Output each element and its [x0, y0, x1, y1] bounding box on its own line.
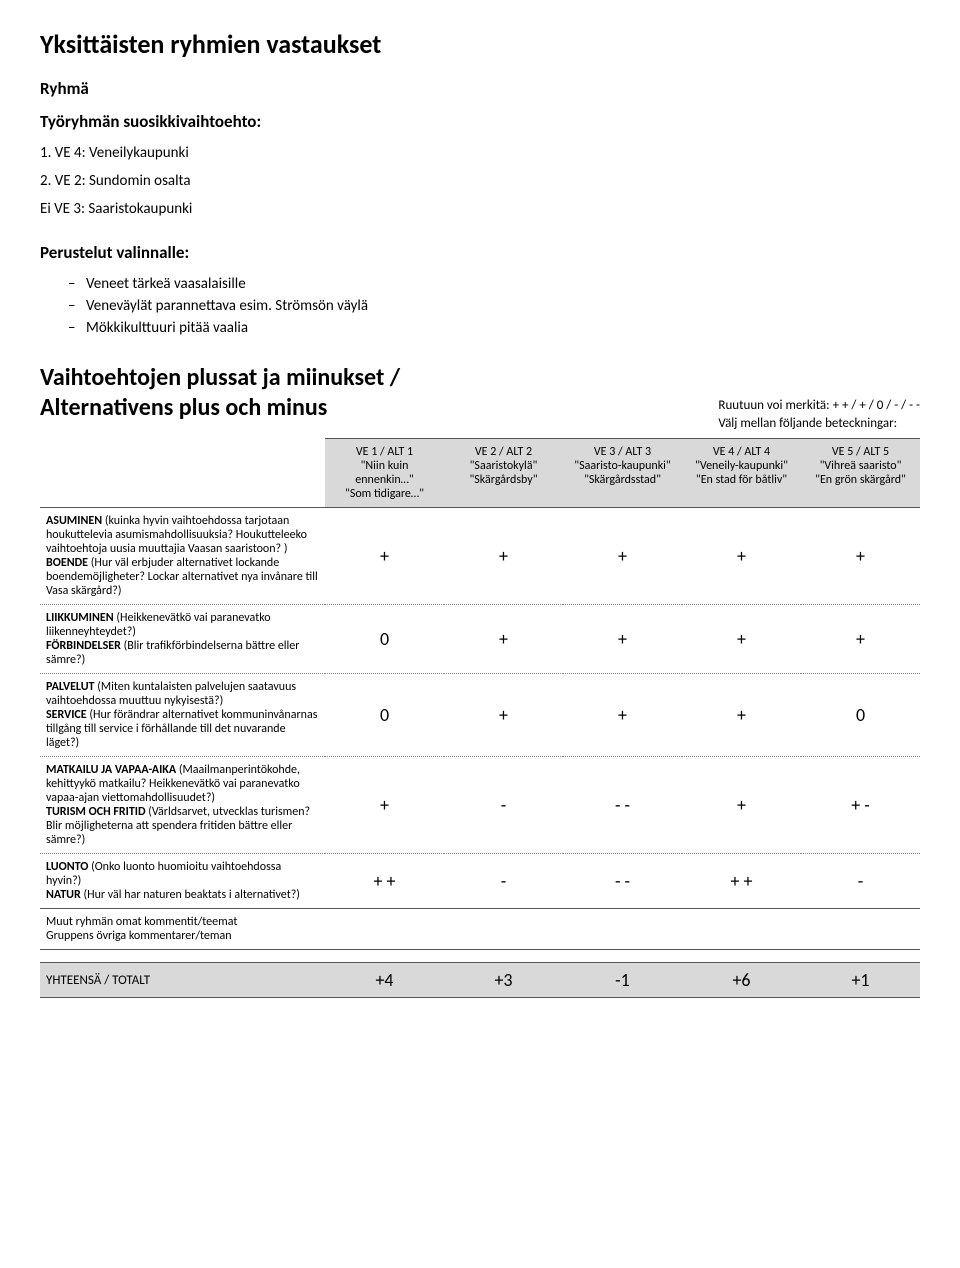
- comments-cell: [325, 909, 444, 950]
- table-row: PALVELUT (Miten kuntalaisten palvelujen …: [40, 674, 920, 757]
- row-value: -: [444, 854, 563, 909]
- comments-cell: [444, 909, 563, 950]
- row-value: +: [444, 508, 563, 605]
- row-value: - -: [563, 854, 682, 909]
- comments-label: Muut ryhmän omat kommentit/teematGruppen…: [40, 909, 325, 950]
- table-header-row: VE 1 / ALT 1 "Niin kuin ennenkin…" "Som …: [40, 439, 920, 508]
- table-row: ASUMINEN (kuinka hyvin vaihtoehdossa tar…: [40, 508, 920, 605]
- comments-row: Muut ryhmän omat kommentit/teematGruppen…: [40, 909, 920, 950]
- option-2: 2. VE 2: Sundomin osalta: [40, 172, 920, 190]
- table-header: VE 2 / ALT 2 "Saaristokylä" "Skärgårdsby…: [444, 439, 563, 508]
- row-value: +: [682, 674, 801, 757]
- table-header: VE 5 / ALT 5 "Vihreä saaristo" "En grön …: [801, 439, 920, 508]
- row-label: PALVELUT (Miten kuntalaisten palvelujen …: [40, 674, 325, 757]
- reason-item: Mökkikulttuuri pitää vaalia: [68, 317, 920, 339]
- row-value: 0: [325, 674, 444, 757]
- row-value: + -: [801, 757, 920, 854]
- totals-value: +4: [325, 963, 444, 998]
- row-value: -: [801, 854, 920, 909]
- table-header: VE 4 / ALT 4 "Veneily-kaupunki" "En stad…: [682, 439, 801, 508]
- row-value: +: [801, 605, 920, 674]
- row-value: -: [444, 757, 563, 854]
- row-label: LUONTO (Onko luonto huomioitu vaihtoehdo…: [40, 854, 325, 909]
- comments-cell: [682, 909, 801, 950]
- comments-cell: [801, 909, 920, 950]
- totals-value: +3: [444, 963, 563, 998]
- reason-heading: Perustelut valinnalle:: [40, 242, 920, 263]
- row-value: + +: [325, 854, 444, 909]
- fav-heading: Työryhmän suosikkivaihtoehto:: [40, 111, 920, 132]
- totals-value: +6: [682, 963, 801, 998]
- reason-list: Veneet tärkeä vaasalaisille Veneväylät p…: [40, 273, 920, 339]
- non-option: Ei VE 3: Saaristokaupunki: [40, 200, 920, 218]
- row-value: - -: [563, 757, 682, 854]
- row-value: 0: [801, 674, 920, 757]
- row-value: +: [563, 605, 682, 674]
- row-value: +: [801, 508, 920, 605]
- matrix-title: Vaihtoehtojen plussat ja miinukset / Alt…: [40, 363, 400, 423]
- row-value: +: [325, 508, 444, 605]
- table-header-empty: [40, 439, 325, 508]
- table-row: LIIKKUMINEN (Heikkenevätkö vai paranevat…: [40, 605, 920, 674]
- row-value: + +: [682, 854, 801, 909]
- row-value: +: [444, 605, 563, 674]
- row-label: LIIKKUMINEN (Heikkenevätkö vai paranevat…: [40, 605, 325, 674]
- row-value: +: [563, 508, 682, 605]
- totals-value: -1: [563, 963, 682, 998]
- reason-item: Veneet tärkeä vaasalaisille: [68, 273, 920, 295]
- comments-cell: [563, 909, 682, 950]
- option-1: 1. VE 4: Veneilykaupunki: [40, 144, 920, 162]
- table-header: VE 3 / ALT 3 "Saaristo-kaupunki" "Skärgå…: [563, 439, 682, 508]
- row-value: +: [444, 674, 563, 757]
- page-title: Yksittäisten ryhmien vastaukset: [40, 28, 920, 60]
- row-label: ASUMINEN (kuinka hyvin vaihtoehdossa tar…: [40, 508, 325, 605]
- totals-value: +1: [801, 963, 920, 998]
- spacer-row: [40, 950, 920, 963]
- row-value: 0: [325, 605, 444, 674]
- totals-label: YHTEENSÄ / TOTALT: [40, 963, 325, 998]
- row-value: +: [682, 757, 801, 854]
- row-value: +: [682, 508, 801, 605]
- row-value: +: [325, 757, 444, 854]
- table-row: LUONTO (Onko luonto huomioitu vaihtoehdo…: [40, 854, 920, 909]
- row-value: +: [682, 605, 801, 674]
- evaluation-table: VE 1 / ALT 1 "Niin kuin ennenkin…" "Som …: [40, 438, 920, 998]
- table-header: VE 1 / ALT 1 "Niin kuin ennenkin…" "Som …: [325, 439, 444, 508]
- row-value: +: [563, 674, 682, 757]
- group-label: Ryhmä: [40, 78, 920, 99]
- reason-item: Veneväylät parannettava esim. Strömsön v…: [68, 295, 920, 317]
- table-row: MATKAILU JA VAPAA-AIKA (Maailmanperintök…: [40, 757, 920, 854]
- row-label: MATKAILU JA VAPAA-AIKA (Maailmanperintök…: [40, 757, 325, 854]
- totals-row: YHTEENSÄ / TOTALT+4+3-1+6+1: [40, 963, 920, 998]
- matrix-legend: Ruutuun voi merkitä: + + / + / 0 / - / -…: [718, 363, 920, 432]
